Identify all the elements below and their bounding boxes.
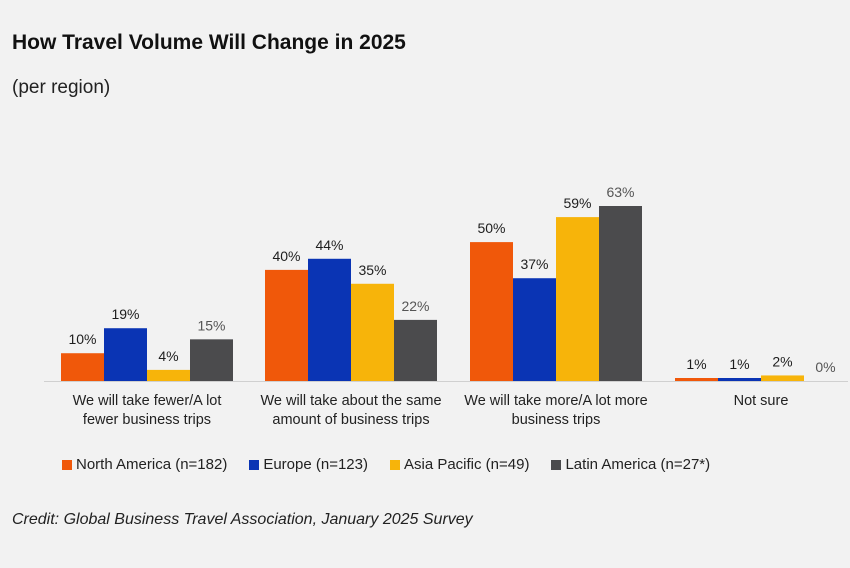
bar-asia-pacific-cat4 [761,375,804,381]
bar-north-america-cat4 [675,378,718,381]
bar-asia-pacific-cat2 [351,283,394,381]
bar-north-america-cat2 [265,269,308,381]
category-label-3-line2: business trips [512,412,601,428]
legend-label-latin-america: Latin America (n=27*) [565,456,711,473]
legend-item-europe: Europe (n=123) [249,456,368,473]
value-label-europe-cat4: 1% [729,356,749,372]
chart-subtitle: (per region) [12,77,111,98]
bar-latin-america-cat3 [599,206,642,381]
bar-asia-pacific-cat1 [147,369,190,381]
category-label-1-line1: We will take fewer/A lot [73,393,222,409]
legend-swatch-asia-pacific [389,459,400,470]
legend-item-north-america: North America (n=182) [62,456,227,473]
value-label-latin-america-cat1: 15% [197,317,225,333]
value-label-asia-pacific-cat4: 2% [772,353,792,369]
value-label-asia-pacific-cat1: 4% [158,348,178,364]
bar-north-america-cat3 [470,242,513,381]
value-label-latin-america-cat3: 63% [606,184,634,200]
category-label-2-line1: We will take about the same [260,393,441,409]
legend-swatch-latin-america [551,459,562,470]
value-label-north-america-cat1: 10% [68,331,96,347]
credit-note: Credit: Global Business Travel Associati… [12,511,473,528]
chart-title: How Travel Volume Will Change in 2025 [12,31,406,54]
value-label-north-america-cat4: 1% [686,356,706,372]
value-label-asia-pacific-cat3: 59% [563,195,591,211]
bar-europe-cat2 [308,258,351,381]
category-label-4-line1: Not sure [734,393,789,409]
category-label-2-line2: amount of business trips [272,412,429,428]
category-label-3-line1: We will take more/A lot more [464,393,647,409]
bar-latin-america-cat2 [394,319,437,381]
value-label-latin-america-cat4: 0% [815,359,835,375]
value-label-europe-cat3: 37% [520,256,548,272]
legend-item-asia-pacific: Asia Pacific (n=49) [389,456,530,473]
chart-legend: North America (n=182) Europe (n=123) Asi… [62,456,732,473]
bar-europe-cat1 [104,328,147,381]
legend-label-north-america: North America (n=182) [76,456,228,473]
bar-asia-pacific-cat3 [556,217,599,381]
legend-swatch-north-america [62,459,72,470]
legend-label-europe: Europe (n=123) [263,456,368,473]
value-label-europe-cat1: 19% [111,306,139,322]
value-label-asia-pacific-cat2: 35% [358,262,386,278]
value-label-north-america-cat3: 50% [477,220,505,236]
value-label-north-america-cat2: 40% [272,248,300,264]
value-label-europe-cat2: 44% [315,237,343,253]
bar-europe-cat4 [718,378,761,381]
bar-latin-america-cat1 [190,339,233,381]
value-label-latin-america-cat2: 22% [401,298,429,314]
legend-swatch-europe [249,459,260,470]
legend-label-asia-pacific: Asia Pacific (n=49) [403,456,530,473]
bar-north-america-cat1 [61,353,104,381]
bar-chart: 10% 19% 4% 15% We will take fewer/A lot fewer… [44,184,848,428]
bar-europe-cat3 [513,278,556,381]
category-label-1-line2: fewer business trips [83,412,211,428]
legend-item-latin-america: Latin America (n=27*) [551,456,710,473]
